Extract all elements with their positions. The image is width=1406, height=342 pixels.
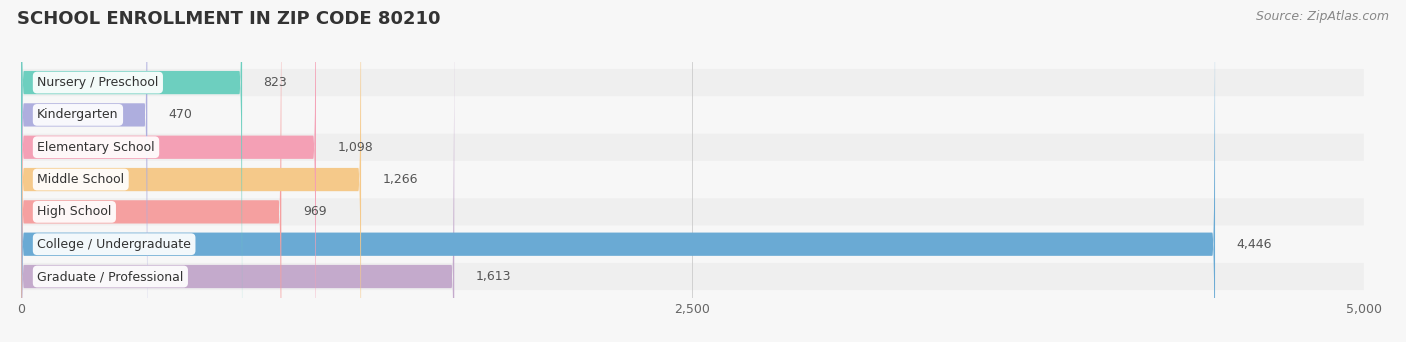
FancyBboxPatch shape [21, 0, 454, 342]
FancyBboxPatch shape [21, 0, 148, 342]
Text: Elementary School: Elementary School [37, 141, 155, 154]
FancyBboxPatch shape [21, 0, 316, 342]
FancyBboxPatch shape [21, 166, 1364, 193]
Text: 4,446: 4,446 [1236, 238, 1272, 251]
Text: 1,613: 1,613 [475, 270, 512, 283]
Text: College / Undergraduate: College / Undergraduate [37, 238, 191, 251]
Text: Source: ZipAtlas.com: Source: ZipAtlas.com [1256, 10, 1389, 23]
FancyBboxPatch shape [21, 0, 1215, 342]
Text: SCHOOL ENROLLMENT IN ZIP CODE 80210: SCHOOL ENROLLMENT IN ZIP CODE 80210 [17, 10, 440, 28]
FancyBboxPatch shape [21, 263, 1364, 290]
Text: Kindergarten: Kindergarten [37, 108, 118, 121]
FancyBboxPatch shape [21, 0, 281, 342]
Text: 1,266: 1,266 [382, 173, 418, 186]
Text: 969: 969 [302, 206, 326, 219]
Text: 1,098: 1,098 [337, 141, 373, 154]
Text: Graduate / Professional: Graduate / Professional [37, 270, 184, 283]
Text: 823: 823 [263, 76, 287, 89]
FancyBboxPatch shape [21, 69, 1364, 96]
FancyBboxPatch shape [21, 231, 1364, 258]
Text: Nursery / Preschool: Nursery / Preschool [37, 76, 159, 89]
FancyBboxPatch shape [21, 134, 1364, 161]
Text: High School: High School [37, 206, 111, 219]
Text: 470: 470 [169, 108, 193, 121]
FancyBboxPatch shape [21, 0, 242, 342]
Text: Middle School: Middle School [37, 173, 124, 186]
FancyBboxPatch shape [21, 198, 1364, 225]
FancyBboxPatch shape [21, 101, 1364, 129]
FancyBboxPatch shape [21, 0, 361, 342]
